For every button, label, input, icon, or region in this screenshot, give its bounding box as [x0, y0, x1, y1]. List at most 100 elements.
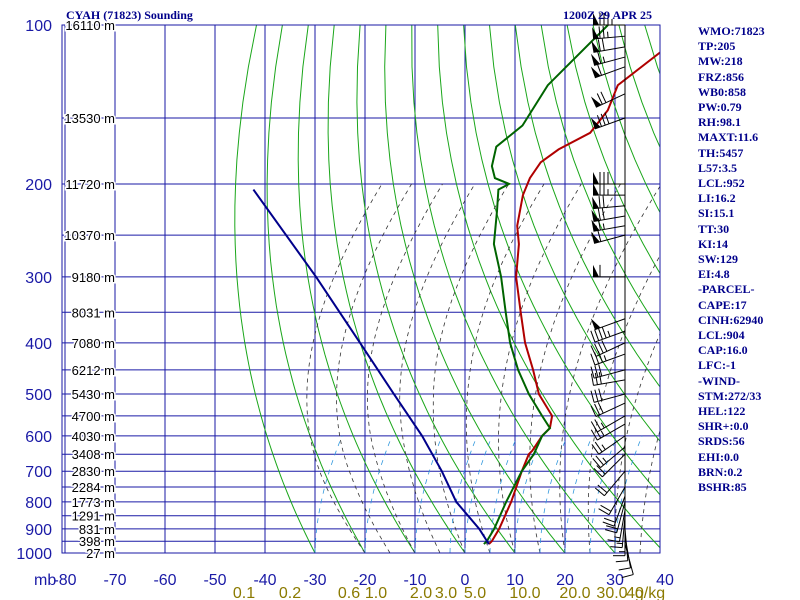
- height-label: 3408 m: [72, 447, 115, 462]
- wind-barb: [590, 63, 626, 79]
- moist-adiabat: [559, 185, 660, 553]
- wind-barb: [592, 195, 626, 210]
- pressure-tick-label: 300: [25, 270, 52, 287]
- dry-adiabat: [774, 25, 800, 553]
- index-line: LCL:952: [698, 176, 745, 190]
- dry-adiabat: [540, 25, 660, 332]
- moist-adiabat: [639, 429, 660, 553]
- height-label: 10370 m: [64, 228, 115, 243]
- mixing-ratio-label: 0.1: [233, 585, 255, 600]
- index-line: BRN:0.2: [698, 464, 743, 479]
- height-label: 1773 m: [72, 495, 115, 510]
- temperature-tick-label: -80: [53, 572, 76, 589]
- height-label: 1291 m: [72, 509, 115, 524]
- dry-adiabat: [297, 25, 416, 553]
- temperature-tick-label: -20: [353, 572, 376, 589]
- pressure-tick-label: 100: [25, 18, 52, 35]
- mixing-ratio-label: 20.0: [559, 585, 590, 600]
- dry-adiabat: [437, 25, 660, 549]
- plot-frame: [61, 24, 661, 554]
- mixing-ratio-line: [539, 435, 568, 553]
- index-line: SRDS:56: [698, 434, 745, 449]
- dry-adiabat: [592, 25, 660, 214]
- wind-barb: [590, 112, 626, 130]
- dry-adiabat: [566, 25, 660, 275]
- index-line: HEL:122: [698, 404, 746, 418]
- wind-barb: [593, 171, 625, 185]
- dry-adiabat: [266, 25, 366, 553]
- height-label: 8031 m: [72, 305, 115, 320]
- temperature-tick-label: -70: [103, 572, 126, 589]
- index-line: LCL:904: [698, 328, 745, 342]
- height-label: 2284 m: [72, 480, 115, 495]
- pressure-tick-label: 900: [25, 522, 52, 539]
- wind-barb: [615, 528, 629, 563]
- moist-adiabat: [306, 183, 383, 553]
- mixing-ratio-label: 0.6: [338, 585, 360, 600]
- height-label: 11720 m: [65, 177, 115, 192]
- index-line: MW:218: [698, 54, 743, 69]
- moist-adiabat: [432, 183, 510, 553]
- moist-adiabat: [399, 183, 476, 553]
- index-line: PW:0.79: [698, 100, 742, 114]
- wind-barb: [607, 510, 626, 543]
- pressure-tick-label: 400: [25, 336, 52, 353]
- temperature-tick-label: 40: [656, 572, 674, 589]
- wind-barb: [590, 340, 626, 357]
- wind-barb: [590, 423, 626, 441]
- height-label: 831 m: [79, 522, 115, 537]
- height-label: 398 m: [79, 534, 115, 549]
- index-line: CAP:16.0: [698, 343, 748, 358]
- dry-adiabat: [356, 25, 516, 553]
- wind-barb: [621, 543, 634, 579]
- wind-barb: [593, 264, 625, 278]
- height-label: 9180 m: [72, 270, 115, 285]
- mixing-ratio-line: [364, 435, 393, 553]
- temperature-tick-label: 20: [556, 572, 574, 589]
- index-line: -PARCEL-: [698, 282, 755, 297]
- dry-adiabat: [411, 25, 616, 553]
- index-line: WMO:71823: [698, 24, 765, 38]
- mixing-ratio-line: [449, 435, 478, 553]
- height-label: 4700 m: [72, 409, 115, 424]
- mixing-ratio-line: [314, 435, 343, 553]
- station-title: CYAH (71823) Sounding: [66, 8, 193, 22]
- pressure-tick-label: 200: [25, 177, 52, 194]
- pressure-tick-label: 500: [25, 387, 52, 404]
- dewpoint-profile: [483, 25, 609, 545]
- index-line: SW:129: [698, 252, 739, 266]
- dry-adiabat: [489, 25, 660, 442]
- mixing-ratio-line: [489, 435, 518, 553]
- index-line: RH:98.1: [698, 115, 741, 130]
- wind-barb: [594, 470, 626, 497]
- wind-barb: [591, 207, 626, 223]
- wind-barb: [598, 486, 626, 516]
- plot-area: [62, 25, 800, 553]
- pressure-tick-label: 600: [25, 429, 52, 446]
- dry-adiabat: [514, 25, 660, 388]
- mixing-ratio-line: [514, 435, 543, 553]
- dry-adiabat: [384, 25, 566, 553]
- height-label: 4030 m: [72, 429, 115, 444]
- pressure-tick-label: 700: [25, 464, 52, 481]
- height-label: 7080 m: [72, 336, 115, 351]
- mixing-ratio-label: g/kg: [635, 585, 665, 600]
- wind-barb: [592, 446, 626, 469]
- wind-barb: [591, 218, 626, 232]
- pressure-tick-label: 1000: [16, 546, 52, 563]
- moist-adiabat: [529, 183, 621, 553]
- wind-barb: [591, 38, 626, 53]
- parcel-profile: [252, 189, 490, 545]
- temperature-tick-label: 0: [461, 572, 470, 589]
- time-title: 1200Z 29 APR 25: [563, 8, 653, 22]
- index-line: BSHR:85: [698, 480, 747, 494]
- dry-adiabat: [463, 25, 660, 496]
- moist-adiabat: [614, 332, 660, 553]
- index-line: TP:205: [698, 39, 736, 54]
- index-line: -WIND-: [698, 373, 740, 388]
- index-line: WB0:858: [698, 84, 746, 99]
- dry-adiabat: [327, 25, 466, 553]
- wind-barb: [590, 318, 626, 331]
- wind-barb: [610, 515, 626, 549]
- index-line: LFC:-1: [698, 358, 736, 373]
